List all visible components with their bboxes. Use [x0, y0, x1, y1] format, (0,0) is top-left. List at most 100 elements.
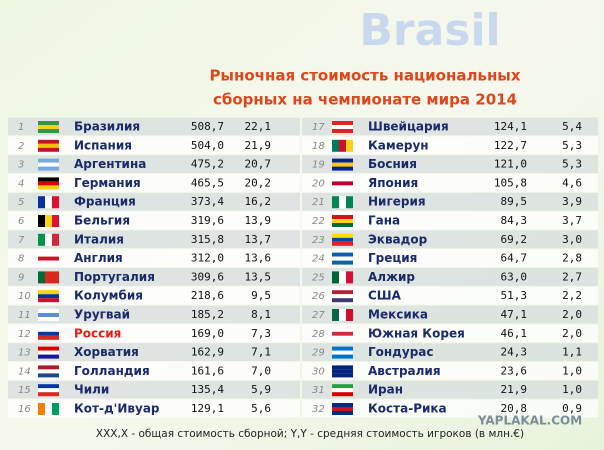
row-bg [8, 286, 300, 305]
rank: 1 [18, 122, 24, 133]
row-bg [302, 211, 598, 230]
row-bg [302, 249, 598, 267]
flag [38, 129, 59, 133]
flag [332, 373, 353, 378]
country: Босния [368, 157, 417, 171]
total-value: 161,6 [191, 364, 224, 377]
flag [38, 215, 45, 227]
row-bg [302, 174, 598, 192]
flag [38, 309, 59, 313]
flag [332, 260, 353, 265]
total-value: 312,0 [191, 252, 224, 265]
row-bg [8, 362, 300, 380]
row-bg [302, 324, 598, 343]
total-value: 84,3 [501, 214, 528, 227]
row-bg [302, 268, 598, 286]
row-bg [302, 305, 598, 324]
country: Камерун [368, 138, 429, 152]
flag [346, 139, 353, 152]
total-value: 504,0 [191, 139, 224, 152]
row-bg [302, 343, 598, 361]
row-bg [8, 211, 300, 230]
total-value: 475,2 [191, 158, 224, 171]
average-value: 1,0 [562, 364, 582, 377]
flag [38, 181, 59, 186]
country: Испания [74, 138, 132, 152]
average-value: 13,7 [245, 233, 272, 246]
total-value: 46,1 [501, 327, 528, 340]
flag [45, 233, 52, 246]
total-value: 63,0 [501, 270, 528, 283]
row-bg [8, 192, 300, 211]
row-bg [8, 324, 300, 343]
total-value: 185,2 [191, 308, 224, 321]
country: Гана [368, 214, 400, 228]
flag [38, 121, 59, 125]
flag [332, 252, 353, 257]
flag [332, 125, 353, 129]
country: Алжир [368, 270, 415, 284]
title-line: Рыночная стоимость национальных [209, 67, 520, 85]
rank: 15 [18, 385, 31, 396]
total-value: 47,1 [501, 308, 528, 321]
flag [332, 219, 353, 223]
row-bg [8, 380, 300, 399]
flag [38, 388, 59, 393]
row-bg [8, 136, 300, 155]
row-bg [8, 305, 300, 324]
flag [45, 271, 52, 284]
average-value: 8,1 [251, 308, 271, 321]
country: Португалия [74, 270, 155, 284]
total-value: 124,1 [494, 120, 527, 133]
row-bg [302, 136, 598, 155]
row-bg [8, 268, 300, 286]
row-bg [8, 343, 300, 361]
total-value: 162,9 [191, 346, 224, 359]
flag [332, 237, 353, 242]
average-value: 16,2 [245, 195, 272, 208]
flag [332, 233, 353, 238]
country: Мексика [368, 308, 428, 322]
rank: 3 [18, 160, 24, 171]
flag [38, 294, 59, 299]
country: Италия [74, 232, 124, 246]
flag [332, 335, 353, 340]
average-value: 2,7 [562, 270, 582, 283]
footnote: XXX,X - общая стоимость сборной; Y,Y - с… [96, 428, 524, 440]
rank: 32 [312, 404, 325, 415]
country: Аргентина [74, 157, 146, 171]
average-value: 3,7 [562, 214, 582, 227]
rank: 28 [312, 329, 325, 340]
flag [38, 350, 59, 355]
rank: 21 [312, 197, 325, 208]
rank: 24 [312, 254, 325, 265]
flag [332, 411, 353, 415]
country: Голландия [74, 364, 150, 378]
row-bg [302, 192, 598, 211]
flag [332, 139, 339, 152]
total-value: 64,7 [501, 252, 528, 265]
watermark: Brasil [359, 5, 500, 56]
country: Швейцария [368, 120, 449, 134]
average-value: 2,2 [562, 289, 582, 302]
flag [38, 271, 45, 284]
flag [332, 177, 353, 182]
title-line: сборных на чемпионате мира 2014 [213, 91, 517, 109]
flag [339, 139, 346, 152]
flag [332, 223, 353, 227]
flag [38, 365, 59, 370]
flag [38, 403, 45, 415]
average-value: 13,6 [245, 252, 272, 265]
flag [38, 143, 59, 148]
flag [38, 290, 59, 295]
average-value: 2,8 [562, 252, 582, 265]
table: 1 Бразилия 508,7 22,1 2 Испания 504,0 21,9 3 Арге… [8, 117, 598, 418]
flag [332, 294, 353, 299]
flag [38, 256, 59, 261]
flag [38, 185, 59, 190]
total-value: 135,4 [191, 383, 224, 396]
flag [38, 139, 59, 144]
average-value: 5,9 [251, 383, 271, 396]
rank: 2 [18, 141, 24, 152]
flag [38, 166, 59, 171]
